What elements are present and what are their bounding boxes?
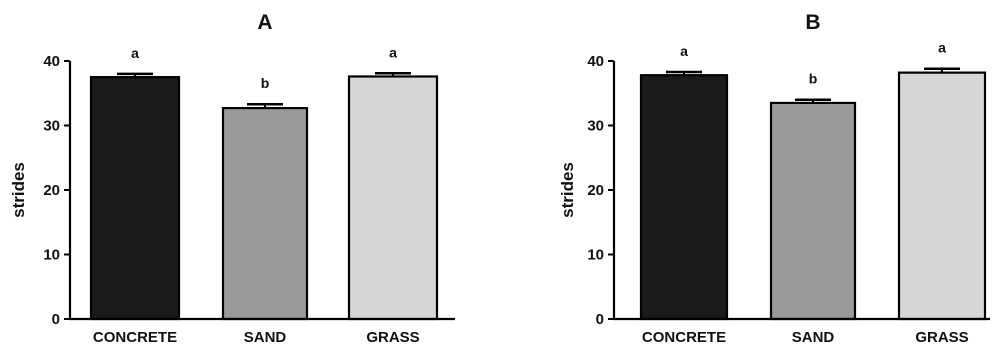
chart-title: B	[805, 11, 820, 34]
x-tick-label: SAND	[244, 329, 287, 346]
x-tick-label: CONCRETE	[642, 329, 726, 346]
y-tick-label: 20	[587, 182, 604, 199]
y-tick-label: 30	[587, 118, 604, 135]
significance-letter: a	[938, 40, 946, 56]
y-tick-label: 30	[43, 118, 60, 135]
y-tick-label: 0	[596, 311, 604, 328]
bar-concrete	[639, 74, 729, 321]
chart-title: A	[257, 11, 272, 34]
x-tick-label: SAND	[792, 329, 835, 346]
bar-grass	[347, 75, 439, 321]
significance-letter: a	[131, 45, 139, 61]
y-tick-label: 40	[587, 53, 604, 70]
bar-grass	[897, 71, 987, 321]
x-tick-label: GRASS	[366, 329, 419, 346]
significance-letter: a	[389, 44, 397, 60]
bar-concrete	[89, 76, 181, 321]
significance-letter: b	[261, 75, 270, 91]
bar-sand	[769, 101, 857, 321]
y-tick-label: 20	[43, 182, 60, 199]
significance-letter: a	[680, 43, 688, 59]
x-tick-label: GRASS	[915, 329, 968, 346]
bar-sand	[221, 106, 309, 321]
significance-letter: b	[809, 71, 818, 87]
y-axis-label: strides	[9, 162, 28, 218]
y-tick-label: 10	[587, 247, 604, 264]
y-tick-label: 10	[43, 247, 60, 264]
y-tick-label: 0	[52, 311, 60, 328]
y-axis-label: strides	[558, 162, 577, 218]
x-tick-label: CONCRETE	[93, 329, 177, 346]
y-tick-label: 40	[43, 53, 60, 70]
